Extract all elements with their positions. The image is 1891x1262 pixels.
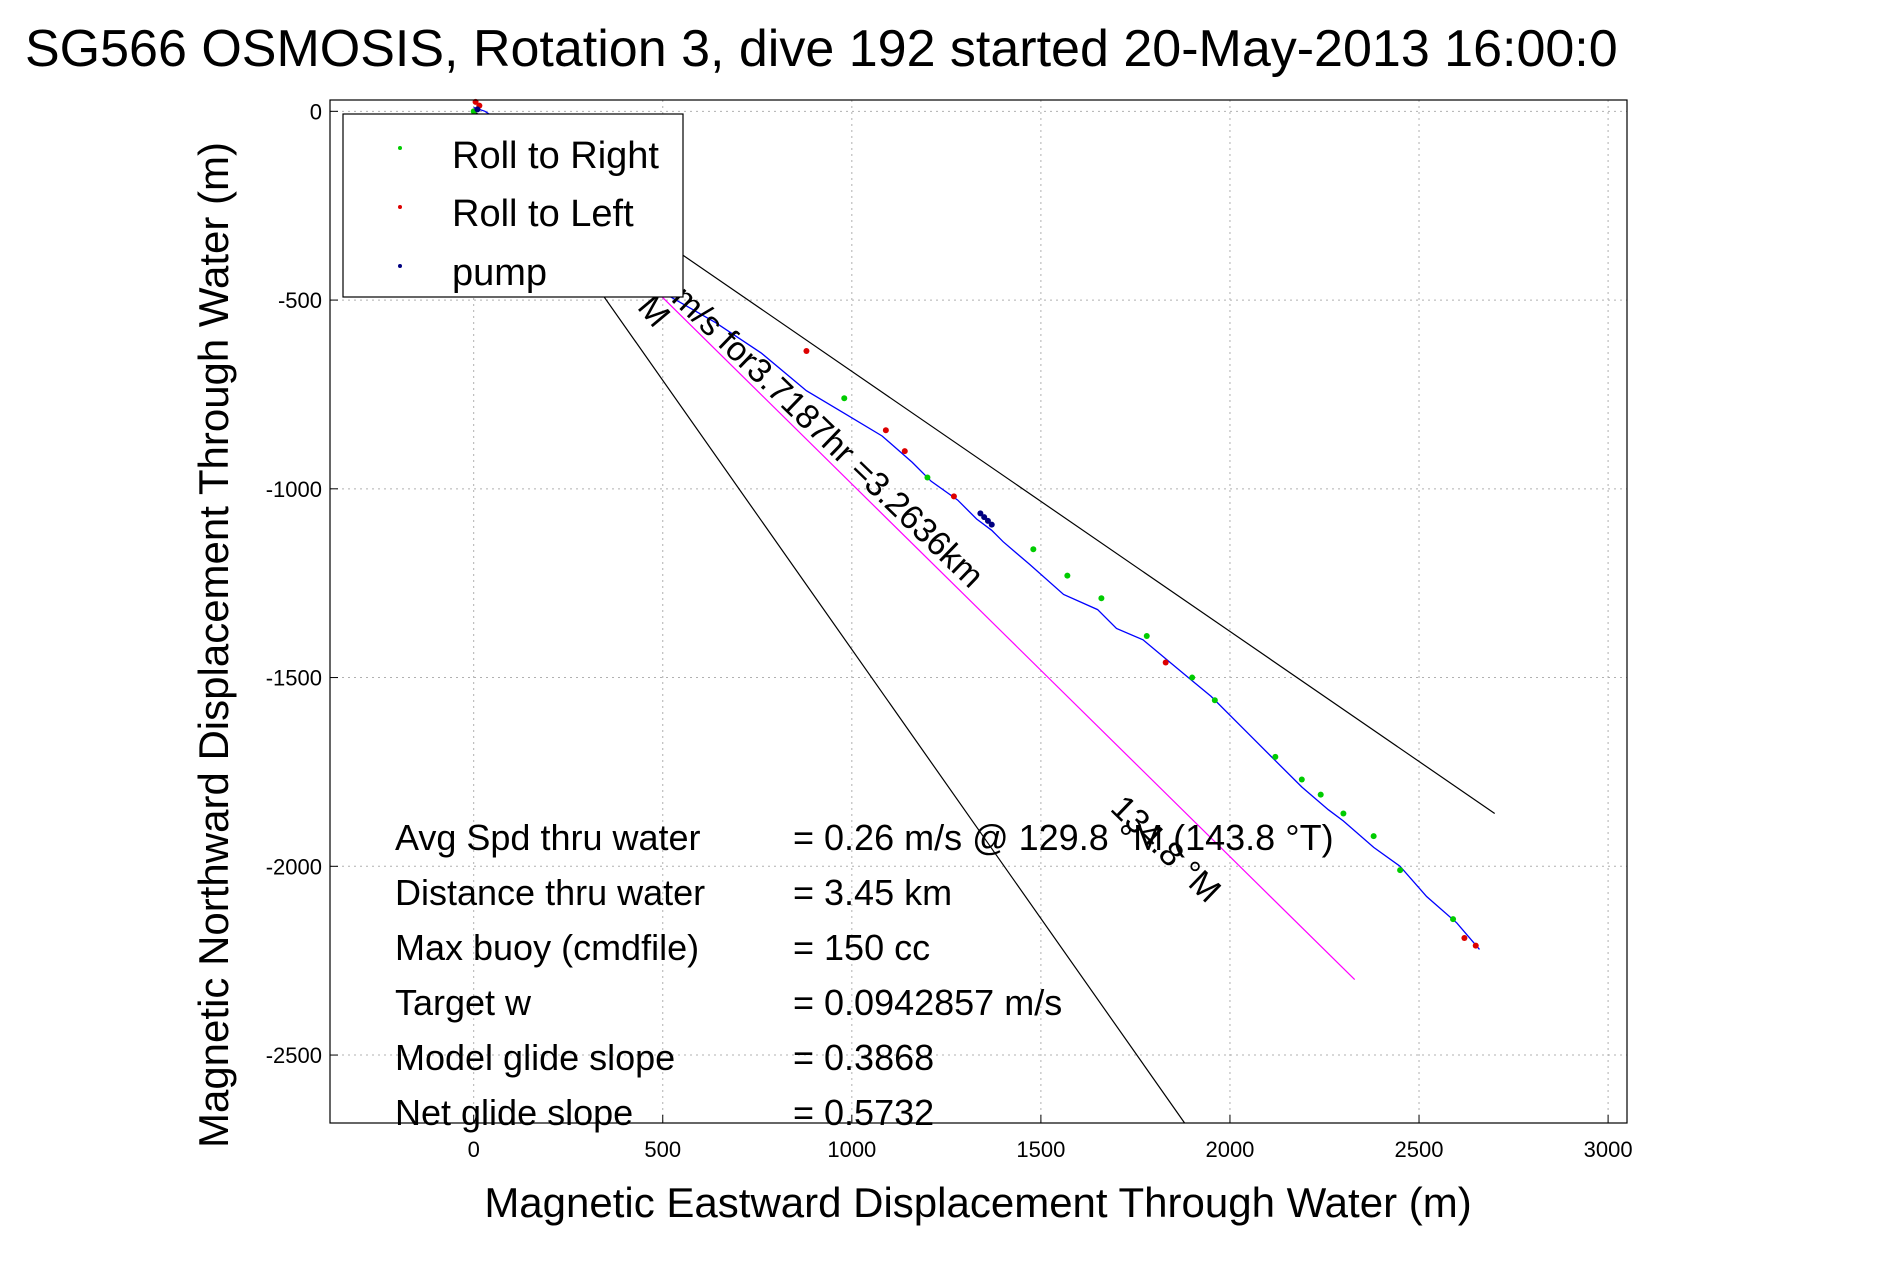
stat-value: = 3.45 km [793,872,952,913]
x-tick-label: 3000 [1584,1137,1633,1162]
stat-value: = 0.26 m/s @ 129.8 °M (143.8 °T) [793,817,1334,858]
stat-value: = 150 cc [793,927,930,968]
y-tick-label: 0 [310,99,322,124]
stat-label: Max buoy (cmdfile) [395,927,699,968]
point-pump [977,510,984,517]
point-roll-to-right [1030,546,1037,553]
point-roll-to-right [1340,810,1347,817]
y-tick-label: -1500 [266,666,322,691]
stat-value: = 0.3868 [793,1037,934,1078]
point-roll-to-right [1272,753,1279,760]
point-roll-to-right [1450,916,1457,923]
y-tick-label: -2500 [266,1043,322,1068]
grid [330,100,1627,1123]
chart-title: SG566 OSMOSIS, Rotation 3, dive 192 star… [25,20,1618,78]
point-roll-to-right [841,395,848,402]
point-roll-to-right [1298,776,1305,783]
stat-label: Target w [395,982,532,1023]
stat-value: = 0.0942857 m/s [793,982,1062,1023]
x-tick-label: 2000 [1205,1137,1254,1162]
y-tick-label: -1000 [266,477,322,502]
point-roll-to-left [803,348,810,355]
line-annotation: m/s for3.7187hr =3.2636km [665,279,991,596]
point-roll-to-right [1189,674,1196,681]
legend-label-roll-right: Roll to Right [452,135,659,177]
point-roll-to-right [1317,791,1324,798]
point-pump [988,521,995,528]
point-roll-to-right [1370,833,1377,840]
plot-frame [329,99,1628,1124]
y-tick-label: -500 [278,288,322,313]
x-tick-label: 500 [644,1137,681,1162]
stat-label: Avg Spd thru water [395,817,701,858]
stat-label: Distance thru water [395,872,705,913]
x-axis-label: Magnetic Eastward Displacement Through W… [484,1179,1471,1226]
point-roll-to-right [1211,697,1218,704]
point-roll-to-left [1162,659,1169,666]
y-tick-label: -2000 [266,854,322,879]
point-roll-to-right [1143,633,1150,640]
legend-marker-roll-left [398,205,402,209]
point-roll-to-left [1472,942,1479,949]
point-pump [981,514,988,521]
y-axis-label: Magnetic Northward Displacement Through … [190,142,237,1148]
legend-label-pump: pump [452,252,547,294]
point-roll-to-right [924,474,931,481]
x-tick-label: 0 [468,1137,480,1162]
stat-label: Net glide slope [395,1092,633,1133]
stat-label: Model glide slope [395,1037,675,1078]
legend-marker-roll-right [398,146,402,150]
axis-ticks: 0 500 1000 1500 2000 2500 3000 0 -500 -1000 -1500 -… [266,99,1633,1162]
point-roll-to-left [950,493,957,500]
x-tick-label: 1500 [1016,1137,1065,1162]
stat-value: = 0.5732 [793,1092,934,1133]
point-roll-to-left [882,427,889,434]
point-roll-to-right [1064,572,1071,579]
legend: Roll to Right Roll to Left pump [342,113,684,298]
plot-points [470,98,1479,949]
x-tick-label: 1000 [827,1137,876,1162]
point-pump [984,517,991,524]
legend-marker-pump [398,264,402,268]
point-roll-to-left [901,448,908,455]
point-roll-to-right [1098,595,1105,602]
point-pump [474,106,481,113]
point-roll-to-right [1397,867,1404,874]
point-roll-to-left [1461,935,1468,942]
legend-label-roll-left: Roll to Left [452,193,634,235]
stats-block: Avg Spd thru water = 0.26 m/s @ 129.8 °M … [395,817,1334,1133]
x-tick-label: 2500 [1395,1137,1444,1162]
